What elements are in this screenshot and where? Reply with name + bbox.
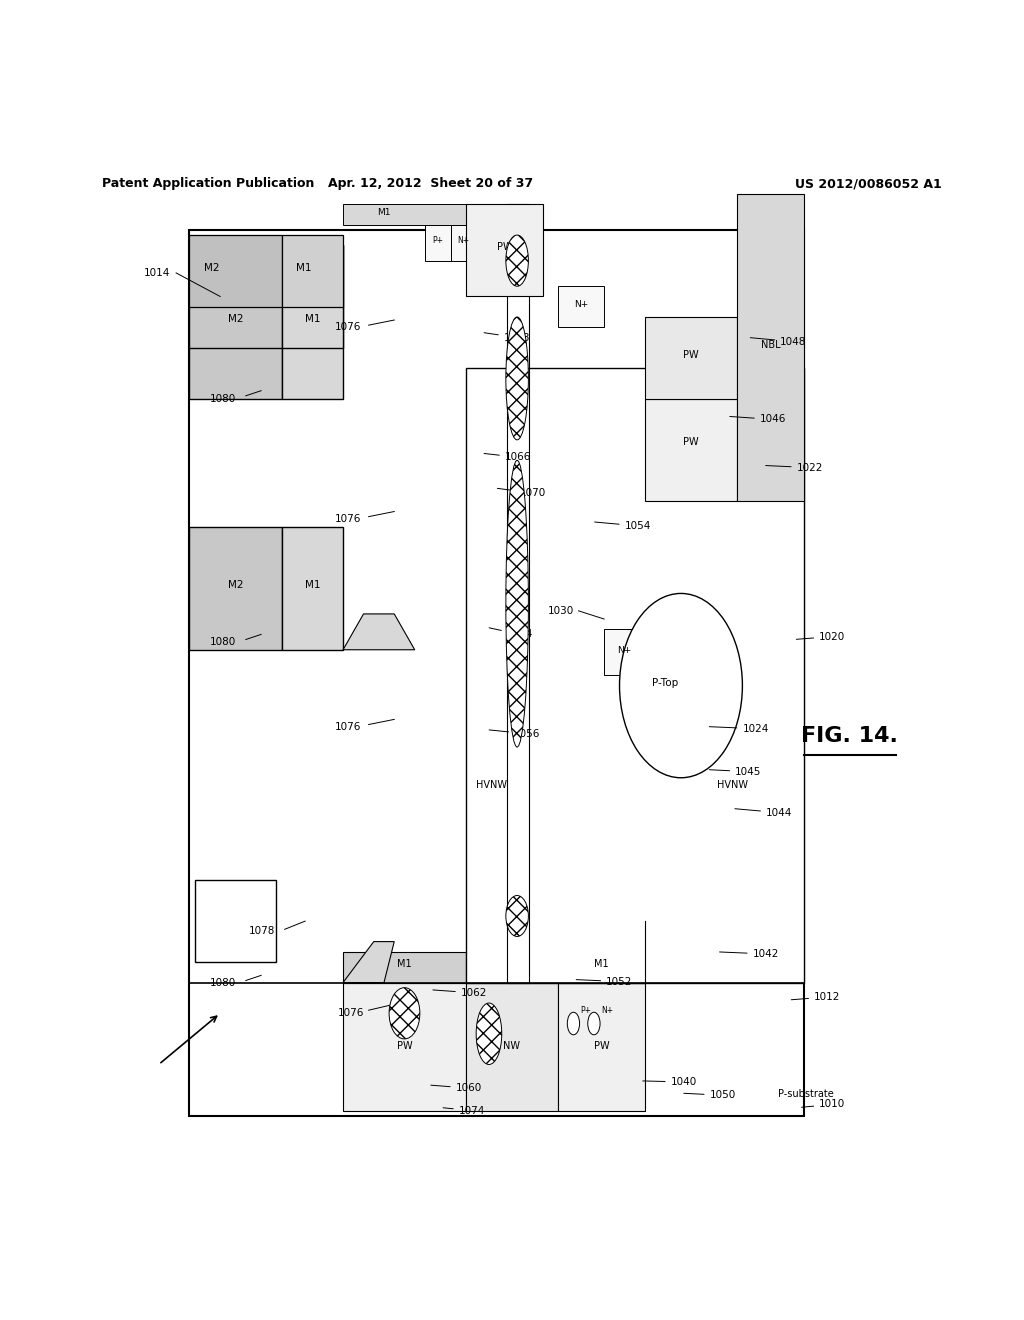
Text: 1054: 1054 bbox=[595, 521, 651, 531]
Text: P-substrate: P-substrate bbox=[778, 1089, 834, 1100]
Ellipse shape bbox=[389, 987, 420, 1039]
FancyBboxPatch shape bbox=[558, 982, 645, 1110]
Text: 1010: 1010 bbox=[802, 1100, 846, 1110]
Text: M1: M1 bbox=[304, 314, 321, 325]
Text: 1048: 1048 bbox=[751, 337, 807, 347]
Ellipse shape bbox=[506, 461, 528, 747]
Text: US 2012/0086052 A1: US 2012/0086052 A1 bbox=[796, 177, 942, 190]
Text: 1076: 1076 bbox=[335, 513, 361, 524]
Ellipse shape bbox=[620, 594, 742, 777]
Text: P+: P+ bbox=[432, 236, 443, 246]
Text: 1050: 1050 bbox=[684, 1090, 736, 1101]
Text: 1080: 1080 bbox=[210, 393, 237, 404]
Ellipse shape bbox=[588, 1012, 600, 1035]
FancyBboxPatch shape bbox=[343, 982, 466, 1110]
FancyBboxPatch shape bbox=[189, 246, 282, 347]
Text: 1052: 1052 bbox=[577, 977, 633, 986]
Polygon shape bbox=[343, 614, 415, 649]
Text: N+: N+ bbox=[458, 236, 469, 246]
Text: 1040: 1040 bbox=[643, 1077, 697, 1086]
Text: M2: M2 bbox=[227, 581, 244, 590]
Text: P+: P+ bbox=[389, 1006, 401, 1015]
Text: 1066: 1066 bbox=[484, 453, 531, 462]
Text: HVNW: HVNW bbox=[476, 780, 507, 789]
Ellipse shape bbox=[506, 235, 528, 286]
FancyBboxPatch shape bbox=[343, 952, 466, 982]
Text: PW: PW bbox=[683, 350, 699, 360]
Text: 1078: 1078 bbox=[249, 927, 275, 936]
Text: 1070: 1070 bbox=[498, 488, 547, 498]
Text: M2: M2 bbox=[227, 314, 244, 325]
Ellipse shape bbox=[506, 895, 528, 936]
FancyBboxPatch shape bbox=[466, 982, 558, 1110]
Text: NBL: NBL bbox=[761, 339, 780, 350]
Text: 1046: 1046 bbox=[730, 414, 786, 425]
Text: N+: N+ bbox=[601, 1006, 613, 1015]
FancyBboxPatch shape bbox=[466, 368, 804, 982]
Text: 1080: 1080 bbox=[210, 636, 237, 647]
FancyBboxPatch shape bbox=[645, 399, 737, 502]
FancyBboxPatch shape bbox=[189, 230, 804, 1115]
Text: 1022: 1022 bbox=[766, 462, 823, 473]
FancyBboxPatch shape bbox=[282, 527, 343, 649]
Text: 1014: 1014 bbox=[143, 268, 170, 279]
FancyBboxPatch shape bbox=[282, 246, 343, 347]
Text: P+: P+ bbox=[581, 1006, 592, 1015]
Text: 1020: 1020 bbox=[797, 631, 846, 642]
Text: 1068: 1068 bbox=[484, 333, 530, 342]
Text: P-Top: P-Top bbox=[652, 677, 679, 688]
FancyBboxPatch shape bbox=[466, 205, 543, 297]
Text: N+: N+ bbox=[574, 300, 588, 309]
Text: 1024: 1024 bbox=[710, 723, 769, 734]
FancyBboxPatch shape bbox=[282, 235, 343, 306]
FancyBboxPatch shape bbox=[189, 246, 282, 399]
Text: Apr. 12, 2012  Sheet 20 of 37: Apr. 12, 2012 Sheet 20 of 37 bbox=[328, 177, 532, 190]
FancyBboxPatch shape bbox=[558, 286, 604, 327]
Polygon shape bbox=[343, 941, 394, 982]
Text: 1056: 1056 bbox=[489, 729, 541, 739]
Text: HVNW: HVNW bbox=[717, 780, 748, 789]
FancyBboxPatch shape bbox=[282, 246, 343, 399]
Text: 1030: 1030 bbox=[548, 606, 574, 616]
FancyBboxPatch shape bbox=[558, 952, 645, 982]
Text: 1062: 1062 bbox=[433, 987, 487, 998]
Text: M2: M2 bbox=[204, 263, 220, 273]
Text: M1: M1 bbox=[304, 581, 321, 590]
Text: M1: M1 bbox=[397, 960, 412, 969]
Text: 1074: 1074 bbox=[443, 1106, 485, 1115]
FancyBboxPatch shape bbox=[343, 205, 466, 224]
Text: NW: NW bbox=[504, 1041, 520, 1051]
Ellipse shape bbox=[506, 317, 528, 440]
FancyBboxPatch shape bbox=[189, 235, 282, 306]
Text: 1045: 1045 bbox=[710, 767, 762, 776]
Text: 1076: 1076 bbox=[338, 1008, 365, 1018]
Text: PW: PW bbox=[594, 1041, 609, 1051]
Text: N+: N+ bbox=[617, 645, 632, 655]
Text: PW: PW bbox=[396, 1041, 413, 1051]
FancyBboxPatch shape bbox=[604, 630, 645, 676]
FancyBboxPatch shape bbox=[645, 317, 737, 399]
Text: 1080: 1080 bbox=[210, 978, 237, 987]
FancyBboxPatch shape bbox=[189, 527, 282, 649]
Text: FIG. 14.: FIG. 14. bbox=[802, 726, 898, 746]
Text: 1064: 1064 bbox=[489, 628, 534, 639]
Text: M1: M1 bbox=[296, 263, 312, 273]
Text: PW: PW bbox=[497, 243, 512, 252]
Text: 1042: 1042 bbox=[720, 949, 779, 958]
Ellipse shape bbox=[567, 1012, 580, 1035]
FancyBboxPatch shape bbox=[737, 194, 804, 502]
Text: Patent Application Publication: Patent Application Publication bbox=[102, 177, 314, 190]
FancyBboxPatch shape bbox=[425, 224, 451, 260]
Text: PW: PW bbox=[683, 437, 699, 447]
Text: 1076: 1076 bbox=[335, 322, 361, 333]
Text: 1076: 1076 bbox=[335, 722, 361, 731]
Text: 1060: 1060 bbox=[431, 1084, 482, 1093]
Text: 1012: 1012 bbox=[792, 991, 841, 1002]
Text: 1044: 1044 bbox=[735, 808, 793, 817]
FancyBboxPatch shape bbox=[195, 880, 276, 962]
FancyBboxPatch shape bbox=[451, 224, 476, 260]
Ellipse shape bbox=[476, 1003, 502, 1064]
Text: M1: M1 bbox=[594, 960, 609, 969]
Text: M1: M1 bbox=[377, 207, 391, 216]
